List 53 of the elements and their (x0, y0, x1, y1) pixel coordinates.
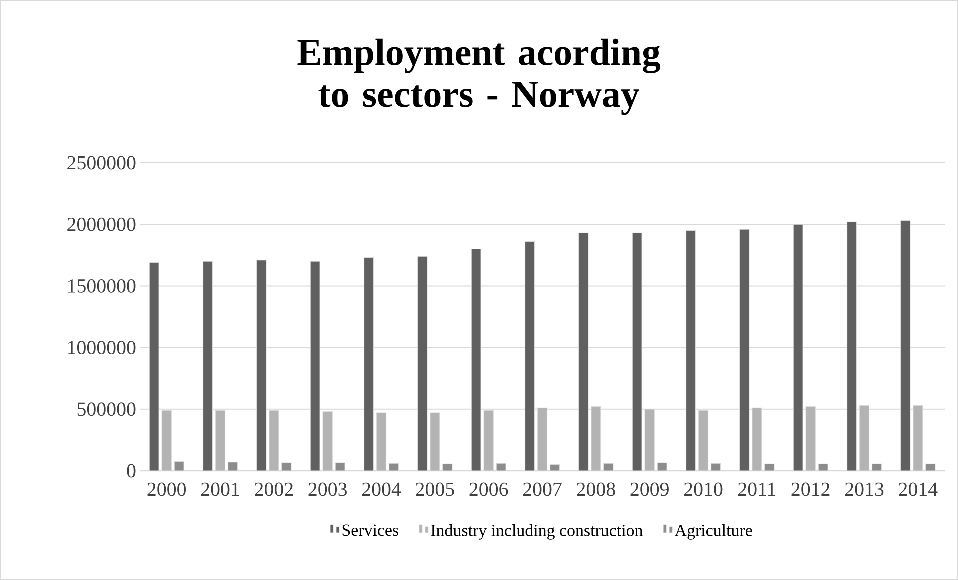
bar (430, 412, 440, 471)
x-tick-label: 2013 (845, 482, 884, 496)
legend-label: Agriculture (674, 524, 752, 540)
y-tick-label: 2500000 (68, 156, 136, 170)
bar (310, 261, 320, 471)
bar (740, 229, 750, 471)
bar (256, 260, 267, 471)
x-tick-label: 2005 (416, 482, 454, 496)
bar (322, 412, 333, 471)
x-tick-label: 2008 (577, 482, 616, 496)
bar (686, 230, 696, 471)
y-tick-label: 2000000 (68, 218, 136, 232)
bar (644, 409, 655, 471)
y-tick-label: 1500000 (68, 279, 136, 293)
bar (418, 256, 428, 471)
x-tick-label: 2007 (523, 482, 562, 496)
legend-label: Industry including construction (431, 524, 643, 540)
bar (632, 232, 642, 471)
legend-label: Services (342, 524, 398, 536)
x-tick-label: 2011 (738, 482, 776, 496)
x-tick-label: 2000 (148, 482, 186, 496)
bar (806, 406, 816, 471)
bar (364, 258, 374, 471)
bar (376, 412, 387, 471)
x-tick-label: 2003 (308, 482, 347, 496)
bar (471, 248, 482, 471)
bar (846, 222, 858, 471)
bar (578, 232, 589, 471)
bar (484, 410, 494, 471)
bar (215, 410, 226, 471)
x-tick-label: 2012 (792, 482, 830, 496)
x-tick-label: 2002 (255, 482, 293, 496)
x-tick-label: 2014 (899, 482, 938, 496)
bar (859, 405, 870, 471)
bar (524, 242, 536, 471)
x-tick-label: 2001 (201, 482, 240, 496)
bar (269, 410, 280, 471)
y-tick-label: 500000 (78, 402, 136, 416)
x-tick-label: 2006 (470, 482, 508, 496)
bar (698, 410, 709, 471)
chart-title: Employment acording to sectors - Norway (298, 38, 661, 116)
bar (752, 408, 762, 471)
bar (793, 224, 804, 471)
bar (162, 410, 172, 471)
bar (149, 262, 160, 471)
x-tick-label: 2004 (362, 482, 402, 496)
x-tick-label: 2009 (630, 482, 669, 496)
bar (537, 408, 548, 471)
bar (591, 406, 602, 471)
y-tick-label: 0 (127, 464, 136, 478)
bar (202, 261, 214, 471)
y-tick-label: 1000000 (68, 341, 136, 355)
x-tick-label: 2010 (684, 482, 723, 496)
